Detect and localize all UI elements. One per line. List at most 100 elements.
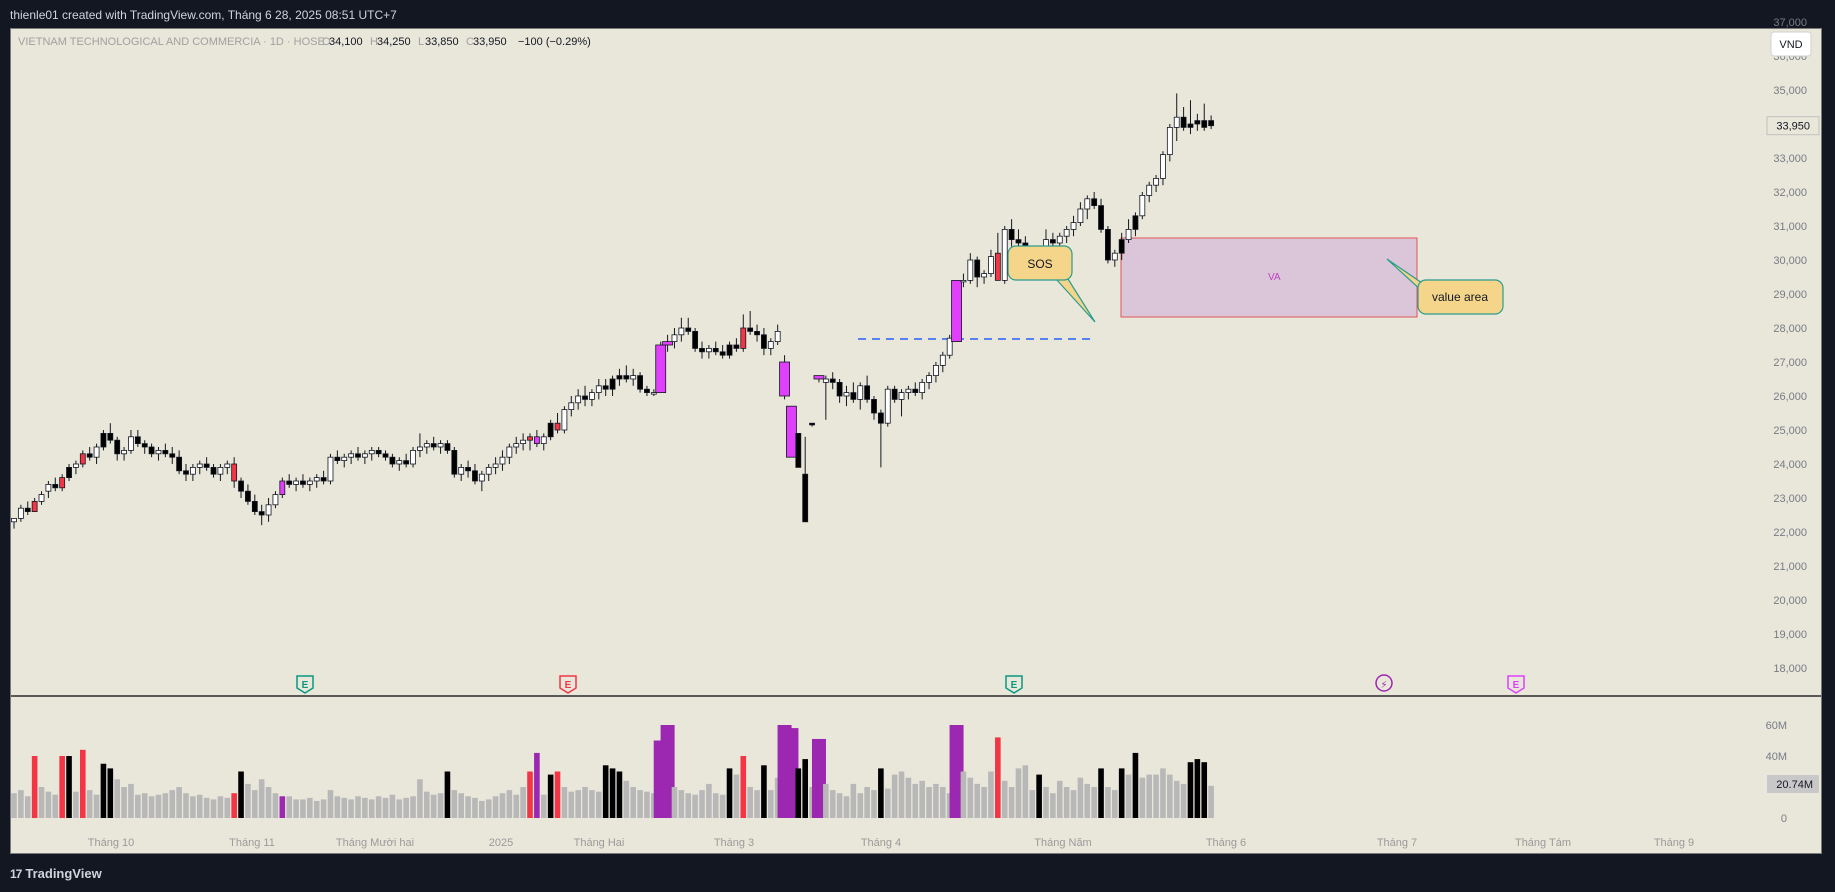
volume-bar	[1194, 759, 1201, 818]
volume-bar	[878, 768, 884, 818]
candle-body	[822, 378, 829, 383]
candle-body	[547, 422, 554, 438]
candle-body	[327, 456, 334, 482]
candle-body	[575, 395, 582, 404]
marker-glyph: E	[1513, 680, 1520, 691]
volume-bar	[1001, 780, 1008, 818]
volume-axis-label: 0	[1781, 813, 1787, 825]
candle-body	[712, 347, 719, 353]
price-axis-label: 31,000	[1773, 221, 1807, 233]
candle-body	[485, 466, 492, 475]
candle-body	[203, 463, 210, 468]
candle-body	[1153, 177, 1159, 186]
candle-body	[141, 443, 148, 448]
candle-body	[939, 354, 946, 366]
volume-bar	[1029, 790, 1036, 818]
volume-bar	[45, 791, 52, 818]
candle-body	[540, 436, 547, 444]
volume-bar	[1077, 777, 1084, 818]
volume-bar	[747, 787, 753, 818]
time-axis-label: Tháng Hai	[574, 837, 625, 849]
candle-body	[1098, 205, 1104, 230]
chart-frame[interactable]	[10, 28, 1822, 854]
value-area-callout-label: value area	[1432, 290, 1488, 304]
candle-body	[31, 500, 38, 512]
candle-body	[877, 412, 884, 424]
volume-bar	[86, 790, 93, 818]
volume-bar	[582, 787, 588, 818]
volume-bar	[245, 783, 251, 818]
earnings-marker-icon[interactable]: E	[296, 675, 314, 694]
tradingview-logo[interactable]: 17 TradingView	[10, 866, 102, 881]
volume-bar	[313, 800, 320, 818]
candle-body	[86, 453, 93, 458]
candle-body	[589, 392, 595, 400]
last-volume-tag: 20.74M	[1767, 775, 1819, 793]
volume-bar	[24, 796, 31, 818]
volume-bar	[300, 799, 306, 818]
volume-bar	[424, 791, 430, 818]
candle-body	[802, 473, 809, 523]
sos-callout-label: SOS	[1027, 257, 1052, 271]
value-area-box	[1120, 237, 1418, 318]
tradingview-brand-text: TradingView	[25, 866, 102, 881]
candle-body	[602, 385, 609, 390]
volume-bar	[1112, 790, 1118, 818]
candle-body	[313, 477, 320, 482]
candle-body	[410, 449, 416, 465]
volume-bar	[568, 791, 575, 818]
price-axis-label: 19,000	[1773, 629, 1807, 641]
symbol-title: VIETNAM TECHNOLOGICAL AND COMMERCIA · 1D…	[18, 36, 325, 48]
split-marker-icon[interactable]: ⚡	[1375, 674, 1393, 692]
volume-bar	[678, 790, 685, 818]
volume-bar	[974, 783, 980, 818]
candle-body	[1132, 215, 1139, 230]
volume-bar	[1139, 777, 1146, 818]
volume-bar	[437, 793, 444, 818]
volume-bar	[981, 787, 987, 818]
candle-body	[238, 480, 244, 492]
volume-bar	[217, 796, 224, 818]
volume-bar	[671, 787, 678, 818]
ohlc-key: L	[418, 36, 424, 48]
volume-bar	[492, 796, 499, 818]
candle-body	[217, 466, 224, 475]
volume-bar	[602, 765, 609, 818]
volume-bar	[1063, 787, 1070, 818]
marker-glyph: E	[565, 680, 572, 691]
earnings-marker-icon[interactable]: E	[1005, 675, 1023, 694]
volume-bar	[733, 774, 740, 818]
candle-body	[678, 327, 685, 336]
time-axis-label: Tháng Tám	[1515, 837, 1571, 849]
volume-bar	[630, 787, 636, 818]
volume-axis-label: 60M	[1766, 720, 1787, 732]
volume-bar	[499, 793, 506, 818]
volume-bar	[884, 788, 891, 818]
currency-button-label: VND	[1779, 39, 1802, 51]
candle-body	[960, 279, 967, 283]
candle-body	[293, 480, 299, 485]
volume-bar	[465, 796, 471, 818]
candle-body	[1125, 228, 1132, 240]
sos-callout: SOS	[1007, 245, 1096, 323]
candle-body	[1056, 235, 1063, 244]
earnings-marker-icon[interactable]: E	[1507, 675, 1525, 694]
volume-bar	[784, 728, 799, 818]
volume-bar	[967, 777, 974, 818]
volume-bar	[1160, 768, 1166, 818]
ohlc-value: 33,850	[425, 36, 459, 48]
earnings-marker-icon[interactable]: E	[559, 675, 577, 694]
volume-bar	[1201, 762, 1208, 818]
candle-body	[128, 436, 134, 451]
candle-body	[850, 392, 857, 400]
volume-bar	[960, 771, 967, 818]
candle-body	[148, 446, 155, 455]
candle-body	[884, 388, 891, 424]
candle-body	[754, 330, 760, 336]
candle-body	[38, 494, 45, 502]
volume-bar	[210, 799, 217, 818]
volume-bar	[293, 799, 299, 818]
candle-body	[662, 341, 673, 346]
volume-bar	[575, 790, 581, 818]
